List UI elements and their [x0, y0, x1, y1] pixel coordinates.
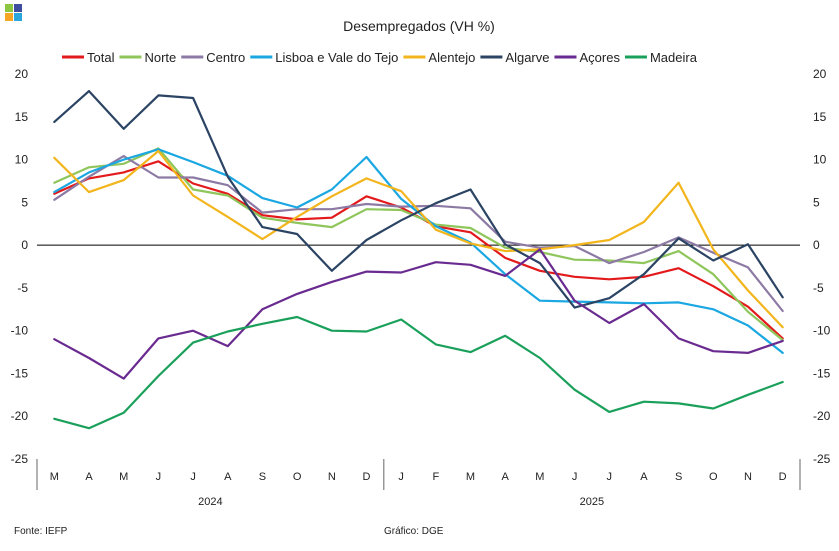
y-tick-label-left: -5 [17, 281, 28, 295]
x-tick-label: O [709, 471, 718, 483]
x-tick-label: M [535, 471, 544, 483]
x-tick-label: J [607, 471, 613, 483]
x-tick-label: M [466, 471, 475, 483]
axes: 20 20 15 15 10 10 5 5 0 0 -5 -5 -10 -10 -15 -15 -20 -20 -2… [11, 67, 831, 508]
footer-credit: Gráfico: DGE [384, 526, 444, 537]
y-tick-label-left: -15 [11, 366, 29, 380]
y-tick-label-right: -5 [813, 281, 824, 295]
x-tick-label: O [293, 471, 302, 483]
legend-label: Norte [144, 50, 176, 65]
y-tick-label-right: 10 [813, 153, 827, 167]
x-tick-label: J [398, 471, 404, 483]
y-tick-label-right: 5 [813, 195, 820, 209]
x-tick-label: D [779, 471, 787, 483]
x-tick-label: D [363, 471, 371, 483]
y-tick-label-right: -15 [813, 366, 831, 380]
chart-title: Desempregados (VH %) [343, 18, 495, 34]
legend-label: Madeira [650, 50, 698, 65]
footer-source: Fonte: IEFP [14, 526, 68, 537]
x-tick-label: N [328, 471, 336, 483]
series-line-lisboa-e-vale-do-tejo [53, 148, 784, 354]
year-label: 2025 [580, 496, 604, 508]
series-line-madeira [53, 315, 784, 430]
legend-label: Açores [579, 50, 620, 65]
x-tick-label: A [85, 471, 93, 483]
y-tick-label-right: 20 [813, 67, 827, 81]
logo-square-2 [14, 4, 22, 12]
legend-label: Centro [206, 50, 245, 65]
y-tick-label-left: 10 [15, 153, 29, 167]
series-line-a-ores [53, 248, 784, 380]
logo [5, 4, 23, 22]
y-tick-label-right: -25 [813, 452, 831, 466]
legend-label: Lisboa e Vale do Tejo [275, 50, 398, 65]
y-tick-label-left: 0 [21, 238, 28, 252]
legend-label: Algarve [505, 50, 549, 65]
x-tick-label: J [190, 471, 196, 483]
x-tick-label: A [502, 471, 510, 483]
x-tick-label: A [224, 471, 232, 483]
y-tick-label-right: 15 [813, 110, 827, 124]
series-line-algarve [53, 89, 784, 309]
x-tick-label: S [259, 471, 266, 483]
y-tick-label-left: -10 [11, 324, 29, 338]
y-tick-label-left: -25 [11, 452, 29, 466]
y-tick-label-right: -10 [813, 324, 831, 338]
x-tick-label: J [156, 471, 162, 483]
y-tick-label-right: -20 [813, 409, 831, 423]
x-tick-label: S [675, 471, 682, 483]
logo-square-4 [14, 13, 22, 21]
legend: Total Norte Centro Lisboa e Vale do Tejo Ale… [62, 50, 698, 65]
y-tick-label-left: 15 [15, 110, 29, 124]
series-line-alentejo [53, 149, 784, 329]
x-tick-label: M [50, 471, 59, 483]
x-tick-label: A [640, 471, 648, 483]
logo-square-1 [5, 4, 13, 12]
series-group [53, 89, 784, 430]
y-tick-label-left: 20 [15, 67, 29, 81]
year-label: 2024 [198, 496, 222, 508]
series-line-centro [53, 155, 784, 313]
legend-label: Total [87, 50, 115, 65]
logo-square-3 [5, 13, 13, 21]
x-tick-label: F [432, 471, 439, 483]
y-tick-label-right: 0 [813, 238, 820, 252]
y-tick-label-left: -20 [11, 409, 29, 423]
x-tick-label: J [572, 471, 578, 483]
x-tick-label: M [119, 471, 128, 483]
x-tick-label: N [744, 471, 752, 483]
legend-label: Alentejo [428, 50, 475, 65]
y-tick-label-left: 5 [21, 195, 28, 209]
